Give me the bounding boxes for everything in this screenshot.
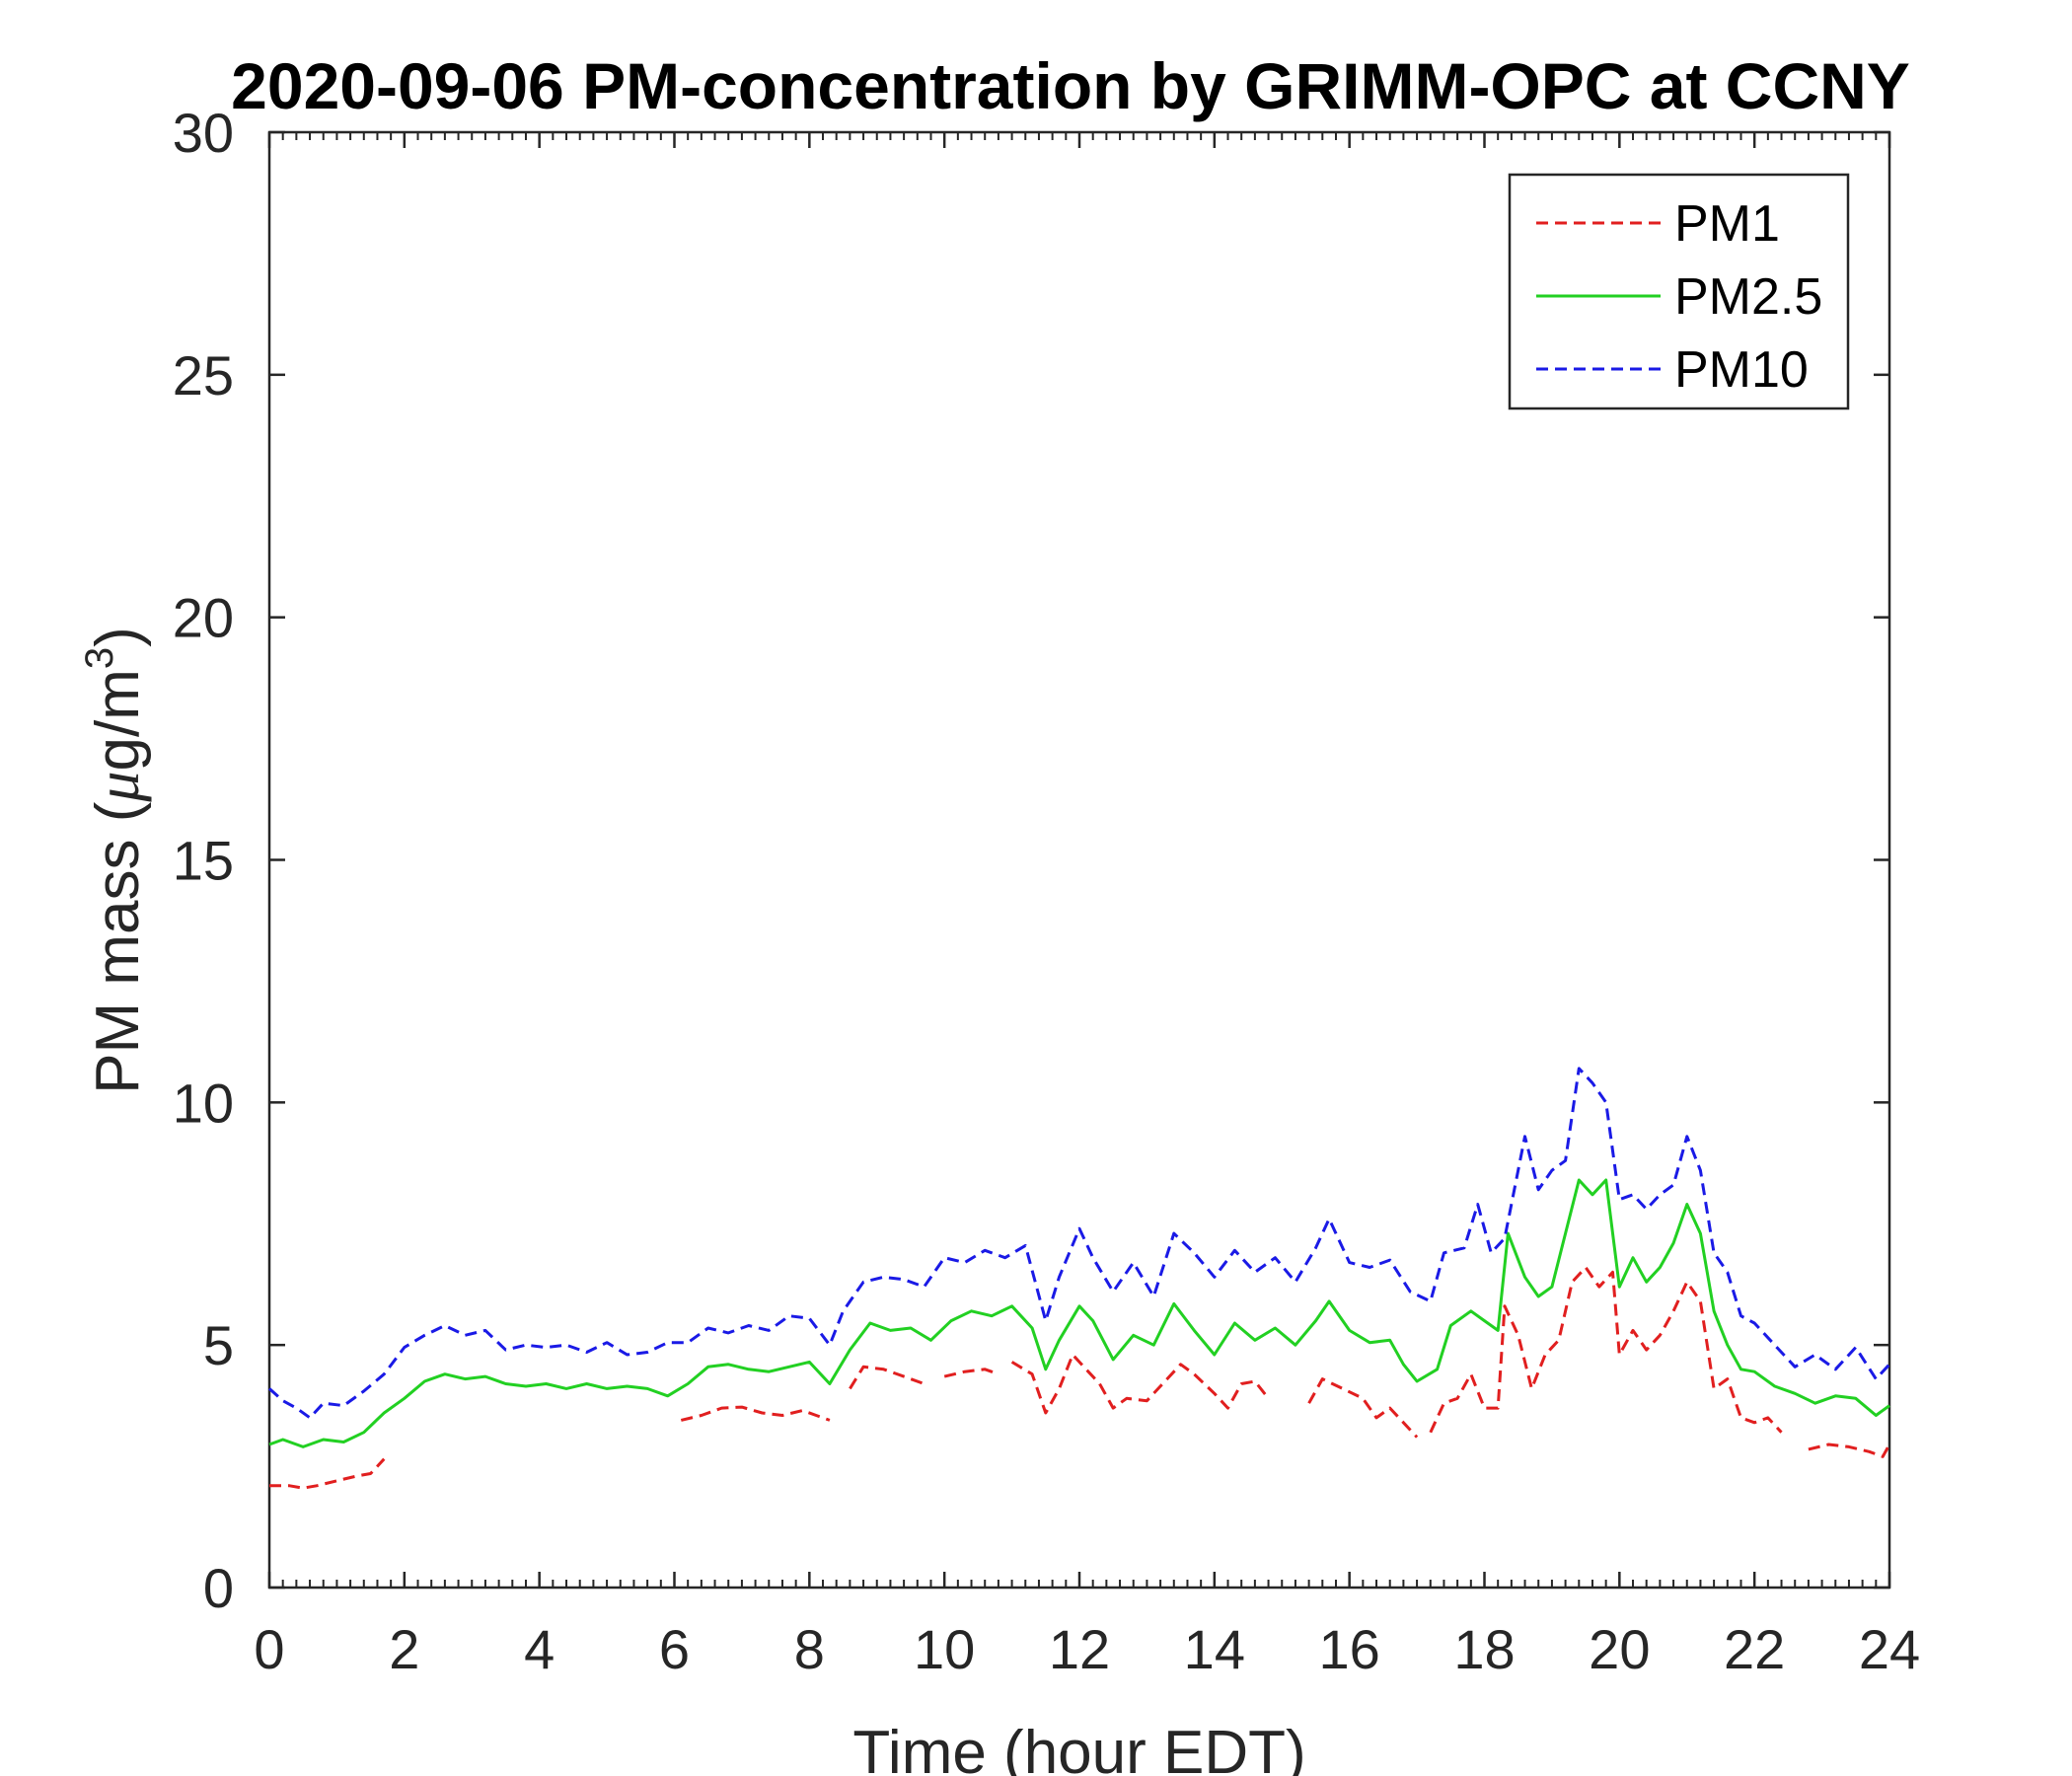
series-line-pm1: [680, 1405, 831, 1422]
series-layer: [267, 1067, 1891, 1490]
series-line-pm2-5: [268, 1178, 1890, 1448]
legend-items: PM1 PM2.5 PM10: [1536, 195, 1822, 399]
legend-label-pm1: PM1: [1674, 195, 1780, 253]
x-tick-label: 20: [1589, 1618, 1650, 1680]
y-axis-label-sup: 3: [78, 647, 121, 669]
x-tick-label: 6: [659, 1618, 690, 1680]
legend: PM1 PM2.5 PM10: [1508, 173, 1850, 410]
series-pm1: [269, 1266, 1891, 1490]
series-pm10: [267, 1067, 1891, 1420]
y-tick-label: 30: [173, 102, 234, 164]
legend-label-pm2-5: PM2.5: [1674, 268, 1822, 326]
x-tick-label: 4: [524, 1618, 555, 1680]
x-tick-label: 24: [1859, 1618, 1920, 1680]
y-axis-label-close: ): [84, 627, 152, 647]
series-line-pm1: [849, 1365, 925, 1390]
series-line-pm1: [269, 1457, 386, 1490]
legend-label-pm10: PM10: [1674, 341, 1809, 399]
series-line-pm10: [267, 1067, 1891, 1420]
series-line-pm1: [943, 1368, 999, 1378]
chart-title: 2020-09-06 PM-concentration by GRIMM-OPC…: [231, 49, 1910, 122]
series-line-pm1: [1429, 1266, 1783, 1434]
x-tick-labels: 0 2 4 6 8 10 12 14 16 18 20 22 24: [254, 1618, 1920, 1680]
y-axis-label-unit: g/m: [84, 669, 152, 771]
y-axis-label-mu: μ: [85, 771, 152, 802]
series-line-pm1: [1010, 1353, 1270, 1415]
y-tick-label: 0: [203, 1557, 234, 1619]
minor-ticks: [281, 132, 1878, 1588]
series-line-pm1: [1307, 1377, 1419, 1439]
y-axis-label: PM mass (μg/m3): [78, 627, 152, 1094]
y-tick-label: 20: [173, 587, 234, 649]
y-tick-label: 15: [173, 830, 234, 892]
major-ticks: [267, 130, 1891, 1590]
y-axis-label-main: PM mass (: [84, 801, 152, 1094]
series-line-pm1: [1808, 1443, 1891, 1458]
x-tick-label: 2: [389, 1618, 419, 1680]
x-tick-label: 18: [1453, 1618, 1515, 1680]
series-pm2-5: [268, 1178, 1890, 1448]
x-axis-label: Time (hour EDT): [852, 1719, 1305, 1776]
y-tick-label: 10: [173, 1072, 234, 1134]
y-tick-labels: 0 5 10 15 20 25 30: [173, 102, 234, 1619]
y-tick-label: 25: [173, 344, 234, 407]
x-tick-label: 10: [914, 1618, 975, 1680]
x-tick-label: 12: [1049, 1618, 1110, 1680]
y-tick-label: 5: [203, 1314, 234, 1376]
x-tick-label: 22: [1724, 1618, 1785, 1680]
x-tick-label: 16: [1319, 1618, 1380, 1680]
x-tick-label: 0: [254, 1618, 284, 1680]
plot-area: [267, 130, 1891, 1590]
x-tick-label: 8: [794, 1618, 825, 1680]
x-tick-label: 14: [1184, 1618, 1245, 1680]
